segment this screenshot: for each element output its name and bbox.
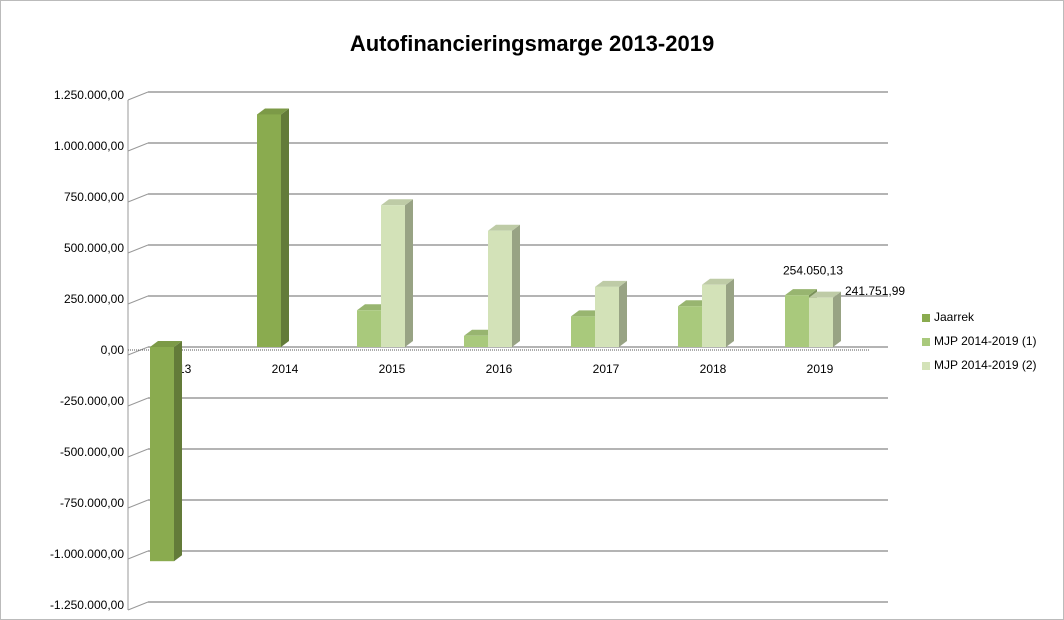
bar-top <box>595 280 627 287</box>
y-tick-label: 1.250.000,00 <box>54 88 124 102</box>
legend-swatch <box>922 338 930 346</box>
bar <box>357 310 381 347</box>
bar-top <box>785 289 817 296</box>
data-label: 254.050,13 <box>783 263 843 277</box>
bar-top <box>150 341 182 347</box>
bar-side <box>512 224 520 347</box>
data-label: 241.751,99 <box>845 284 905 298</box>
y-tick-label: -750.000,00 <box>60 496 124 510</box>
legend-label: MJP 2014-2019 (1) <box>934 334 1037 348</box>
bar <box>678 306 702 347</box>
grid-line <box>127 397 149 407</box>
bar-side <box>174 341 182 562</box>
legend-label: MJP 2014-2019 (2) <box>934 358 1037 372</box>
bar-side <box>833 291 841 347</box>
grid-line <box>127 550 149 560</box>
y-tick-label: 500.000,00 <box>64 241 124 255</box>
bar <box>571 316 595 347</box>
bar-side <box>405 199 413 347</box>
bar-side <box>281 108 289 347</box>
bar <box>702 284 726 347</box>
y-tick-label: -500.000,00 <box>60 445 124 459</box>
bar <box>257 114 281 347</box>
grid-line <box>127 601 149 611</box>
bar <box>464 335 488 347</box>
y-tick-label: -1.000.000,00 <box>50 547 124 561</box>
y-tick-label: -250.000,00 <box>60 394 124 408</box>
bar-top <box>809 291 841 298</box>
legend-swatch <box>922 314 930 322</box>
x-tick-label: 2017 <box>593 362 620 376</box>
bar-top <box>257 108 289 115</box>
bar <box>595 286 619 347</box>
grid-line <box>127 142 149 152</box>
bar-side <box>619 280 627 347</box>
x-tick-label: 2014 <box>272 362 299 376</box>
legend-swatch <box>922 362 930 370</box>
bar-top <box>381 199 413 206</box>
grid-line <box>127 346 149 356</box>
bar-side <box>726 278 734 347</box>
y-tick-label: 1.000.000,00 <box>54 139 124 153</box>
grid-line <box>127 91 149 101</box>
bar <box>809 297 833 347</box>
grid-line <box>127 295 149 305</box>
bar <box>488 230 512 347</box>
y-tick-label: -1.250.000,00 <box>50 598 124 612</box>
x-tick-label: 2016 <box>486 362 513 376</box>
bar <box>785 295 809 347</box>
chart-title: Autofinancieringsmarge 2013-2019 <box>350 31 714 56</box>
bar <box>150 347 174 562</box>
grid-line <box>127 448 149 458</box>
y-tick-label: 250.000,00 <box>64 292 124 306</box>
grid-line <box>127 499 149 509</box>
x-tick-label: 2015 <box>379 362 406 376</box>
grid-line <box>127 244 149 254</box>
y-tick-label: 750.000,00 <box>64 190 124 204</box>
x-tick-label: 2019 <box>807 362 834 376</box>
bar <box>381 205 405 347</box>
bar-top <box>702 278 734 285</box>
x-tick-label: 2018 <box>700 362 727 376</box>
grid-line <box>127 193 149 203</box>
legend-label: Jaarrek <box>934 310 975 324</box>
bar-top <box>488 224 520 231</box>
y-tick-label: 0,00 <box>101 343 125 357</box>
